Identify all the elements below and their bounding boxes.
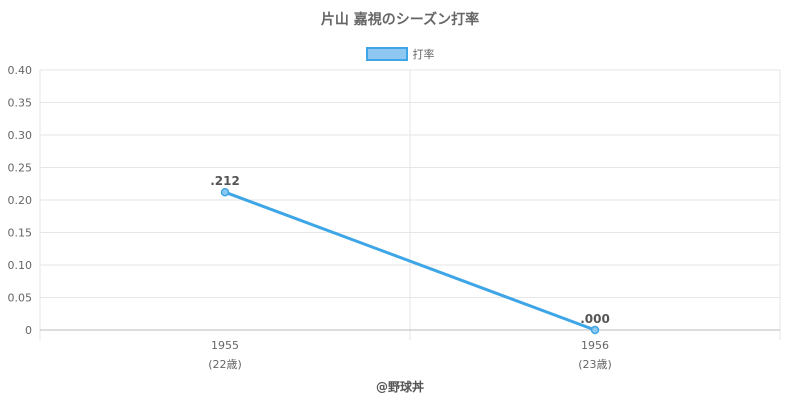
y-tick-label: 0.30 (8, 129, 33, 142)
legend-item-batting-average[interactable]: 打率 (365, 46, 435, 62)
footer-credit: @野球丼 (375, 380, 424, 394)
data-labels: .212 .000 (210, 174, 610, 326)
y-tick-label: 0.25 (8, 162, 33, 175)
x-tick-label: 1955 (211, 339, 239, 352)
data-point (590, 325, 600, 335)
y-tick-label: 0.20 (8, 194, 33, 207)
x-tick-label: 1956 (581, 339, 609, 352)
x-tick-sublabel: (23歳) (578, 358, 612, 371)
data-point (220, 187, 230, 197)
x-axis-ticks: 1955 (22歳) 1956 (23歳) (208, 339, 612, 371)
data-label: .000 (580, 312, 610, 326)
grid (39, 69, 781, 330)
y-tick-label: 0.40 (8, 64, 33, 77)
data-label: .212 (210, 174, 240, 188)
y-tick-label: 0 (25, 324, 32, 337)
series-line (223, 190, 597, 332)
y-tick-label: 0.15 (8, 227, 33, 240)
series (220, 187, 600, 335)
legend-swatch (365, 47, 408, 61)
legend: 打率 (0, 46, 800, 62)
legend-label: 打率 (412, 48, 435, 61)
y-axis-ticks: 0 0.05 0.10 0.15 0.20 0.25 0.30 0.35 0.40 (8, 64, 33, 337)
y-tick-label: 0.05 (8, 292, 33, 305)
y-tick-label: 0.10 (8, 259, 33, 272)
axes (39, 329, 781, 340)
y-tick-label: 0.35 (8, 97, 33, 110)
chart-title: 片山 嘉視のシーズン打率 (320, 12, 480, 28)
x-tick-sublabel: (22歳) (208, 358, 242, 371)
